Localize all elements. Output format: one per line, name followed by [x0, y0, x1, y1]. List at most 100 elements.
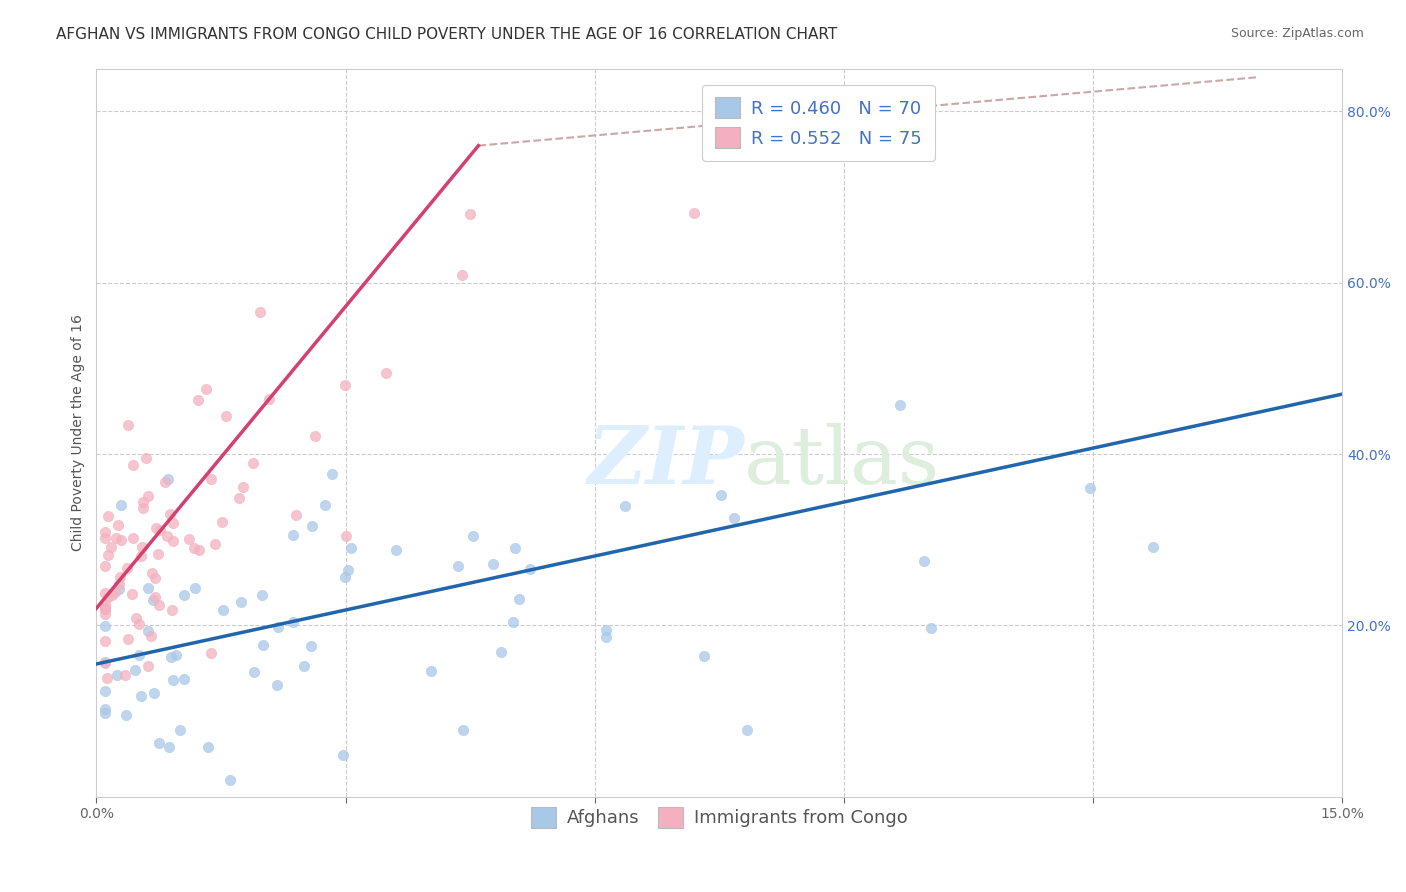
Point: [93, 702, 115, 716]
Text: Source: ZipAtlas.com: Source: ZipAtlas.com: [1230, 27, 1364, 40]
Point: [481, 558, 503, 572]
Point: [149, 523, 172, 537]
Point: [93, 531, 115, 545]
Point: [135, 450, 157, 465]
Point: [146, 547, 169, 561]
Point: [912, 554, 935, 568]
Point: [93, 602, 115, 616]
Point: [243, 665, 266, 680]
Point: [141, 566, 163, 580]
Point: [110, 498, 132, 512]
Point: [100, 588, 122, 602]
Point: [121, 458, 143, 472]
Point: [104, 585, 127, 599]
Point: [259, 392, 281, 406]
Point: [160, 603, 183, 617]
Point: [595, 630, 617, 644]
Point: [162, 533, 184, 548]
Y-axis label: Child Poverty Under the Age of 16: Child Poverty Under the Age of 16: [72, 314, 86, 551]
Point: [139, 629, 162, 643]
Point: [419, 664, 441, 678]
Point: [283, 527, 305, 541]
Point: [920, 621, 942, 635]
Point: [93, 601, 115, 615]
Point: [107, 517, 129, 532]
Point: [105, 668, 128, 682]
Point: [335, 378, 357, 392]
Point: [304, 429, 326, 443]
Point: [200, 647, 222, 661]
Point: [131, 541, 153, 555]
Point: [93, 619, 115, 633]
Point: [93, 586, 115, 600]
Point: [1078, 481, 1101, 495]
Point: [110, 533, 132, 548]
Text: ZIP: ZIP: [588, 423, 744, 500]
Point: [105, 531, 128, 545]
Text: AFGHAN VS IMMIGRANTS FROM CONGO CHILD POVERTY UNDER THE AGE OF 16 CORRELATION CH: AFGHAN VS IMMIGRANTS FROM CONGO CHILD PO…: [56, 27, 838, 42]
Point: [889, 398, 911, 412]
Point: [143, 686, 166, 700]
Point: [385, 542, 408, 557]
Point: [461, 529, 484, 543]
Point: [143, 571, 166, 585]
Point: [100, 541, 122, 555]
Point: [335, 570, 357, 584]
Point: [136, 581, 159, 595]
Point: [117, 418, 139, 433]
Point: [93, 706, 115, 720]
Point: [148, 736, 170, 750]
Point: [93, 633, 115, 648]
Point: [145, 521, 167, 535]
Point: [125, 610, 148, 624]
Point: [683, 206, 706, 220]
Point: [314, 498, 336, 512]
Point: [489, 645, 512, 659]
Point: [453, 723, 475, 737]
Point: [374, 366, 396, 380]
Point: [162, 516, 184, 530]
Point: [249, 305, 271, 319]
Point: [156, 529, 179, 543]
Point: [231, 595, 253, 609]
Point: [129, 549, 152, 563]
Point: [162, 673, 184, 687]
Point: [121, 531, 143, 545]
Point: [97, 548, 120, 562]
Point: [114, 708, 136, 723]
Point: [242, 456, 264, 470]
Point: [335, 528, 357, 542]
Point: [128, 617, 150, 632]
Point: [187, 393, 209, 408]
Point: [458, 207, 481, 221]
Point: [136, 659, 159, 673]
Point: [336, 563, 359, 577]
Point: [211, 515, 233, 529]
Point: [321, 467, 343, 481]
Point: [93, 684, 115, 698]
Point: [96, 671, 118, 685]
Point: [447, 558, 470, 573]
Point: [212, 602, 235, 616]
Point: [108, 582, 131, 596]
Point: [157, 472, 180, 486]
Point: [285, 508, 308, 523]
Point: [173, 672, 195, 686]
Point: [228, 491, 250, 505]
Point: [184, 581, 207, 595]
Point: [177, 532, 200, 546]
Point: [142, 593, 165, 607]
Point: [299, 639, 322, 653]
Point: [121, 587, 143, 601]
Point: [108, 570, 131, 584]
Point: [128, 648, 150, 662]
Point: [157, 739, 180, 754]
Point: [737, 723, 759, 737]
Point: [173, 588, 195, 602]
Point: [136, 489, 159, 503]
Point: [93, 601, 115, 615]
Point: [143, 590, 166, 604]
Point: [131, 690, 153, 704]
Point: [93, 656, 115, 670]
Point: [595, 624, 617, 638]
